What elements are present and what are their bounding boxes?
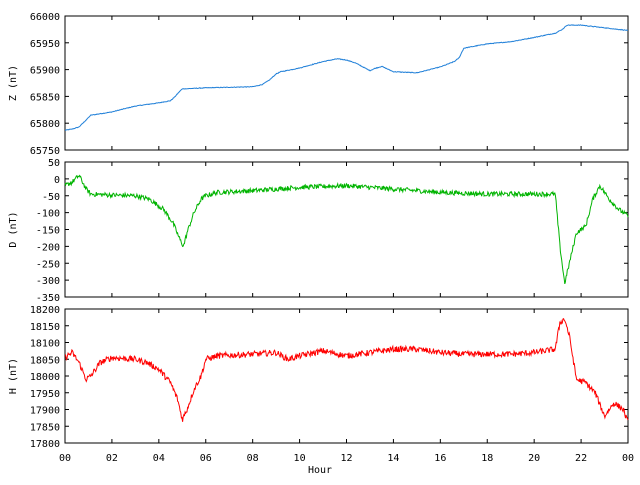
y-tick-label: -150	[36, 226, 60, 237]
series-line-z	[64, 24, 628, 131]
plot-frame	[64, 308, 629, 444]
x-tick-label: 00	[59, 453, 71, 464]
y-tick-label: -50	[42, 192, 60, 203]
panel-d: -350 -300 -250 -200 -150 -100 -50 0 50 D (nT)	[8, 158, 629, 304]
panel-h: 17800 17850 17900 17950 18000 18050 18100 18150…	[8, 305, 629, 450]
y-tick-label: 18100	[30, 339, 60, 350]
x-tick-label: 12	[340, 453, 352, 464]
y-tick-label: -100	[36, 209, 60, 220]
y-tick-label: -300	[36, 276, 60, 287]
x-tick-label: 02	[106, 453, 118, 464]
x-axis-label: Hour	[308, 465, 332, 476]
panel-z: 65750 65800 65850 65900 65950 66000 Z (nT)	[8, 12, 629, 157]
y-tick-label: 18200	[30, 305, 60, 316]
y-tick-label: 65750	[30, 146, 60, 157]
x-tick-label: 22	[575, 453, 587, 464]
y-tick-label: 18050	[30, 355, 60, 366]
y-tick-label: 50	[48, 158, 60, 169]
y-tick-label: -250	[36, 259, 60, 270]
y-axis-label: D (nT)	[8, 211, 19, 247]
x-tick-label: 10	[294, 453, 306, 464]
y-tick-label: 65950	[30, 39, 60, 50]
x-axis: 00 02 04 06 08 10 12 14 16 18 20 22 00	[59, 453, 634, 464]
y-axis-label: H (nT)	[8, 358, 19, 394]
y-axis-label: Z (nT)	[8, 65, 19, 101]
y-tick-label: 18150	[30, 322, 60, 333]
x-tick-label: 00	[622, 453, 634, 464]
y-tick-label: 65900	[30, 66, 60, 77]
y-tick-label: 0	[54, 175, 60, 186]
x-tick-label: 14	[387, 453, 399, 464]
y-tick-label: -350	[36, 293, 60, 304]
plot-frame	[64, 161, 629, 298]
y-tick-label: 65800	[30, 119, 60, 130]
y-tick-label: -200	[36, 242, 60, 253]
series-line-h	[65, 317, 629, 422]
x-tick-label: 18	[481, 453, 493, 464]
x-tick-label: 08	[247, 453, 259, 464]
y-tick-label: 17950	[30, 389, 60, 400]
y-tick-label: 66000	[30, 12, 60, 23]
series-line-d	[64, 174, 629, 285]
x-tick-label: 16	[434, 453, 446, 464]
y-tick-label: 17800	[30, 439, 60, 450]
y-tick-label: 65850	[30, 92, 60, 103]
x-tick-label: 20	[528, 453, 540, 464]
x-tick-label: 06	[200, 453, 212, 464]
y-tick-label: 18000	[30, 372, 60, 383]
y-tick-label: 17900	[30, 406, 60, 417]
y-tick-label: 17850	[30, 422, 60, 433]
x-tick-label: 04	[153, 453, 165, 464]
